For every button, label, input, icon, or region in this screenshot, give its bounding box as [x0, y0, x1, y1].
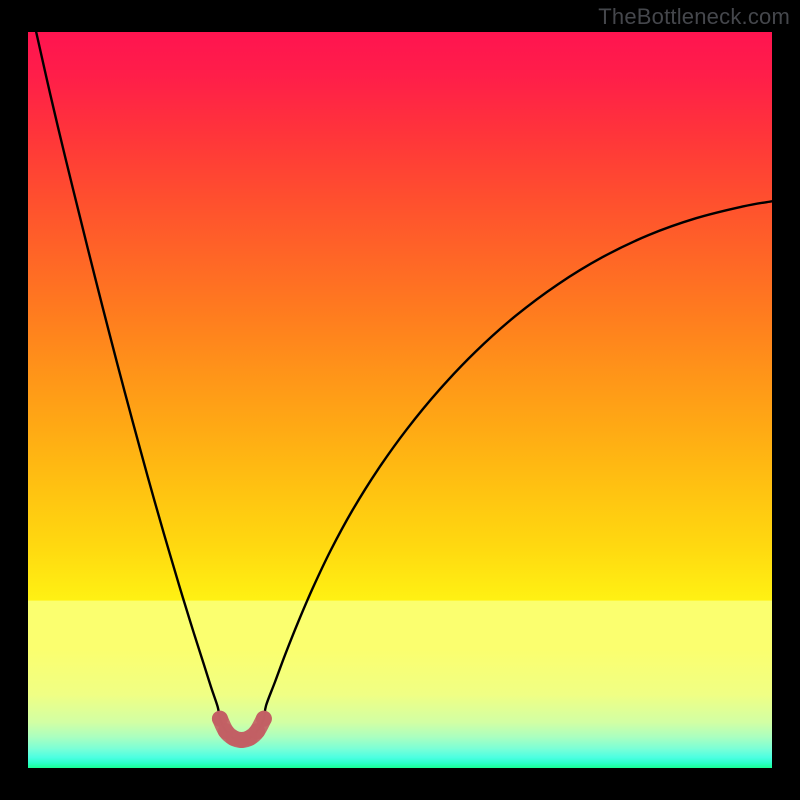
watermark-text: TheBottleneck.com	[598, 4, 790, 30]
plot-area	[28, 32, 772, 768]
chart-container: TheBottleneck.com	[0, 0, 800, 800]
dip-marker-dot	[256, 711, 272, 727]
bottleneck-markers	[28, 32, 772, 768]
frame-bottom	[0, 768, 800, 800]
frame-right	[772, 0, 800, 800]
frame-left	[0, 0, 28, 800]
